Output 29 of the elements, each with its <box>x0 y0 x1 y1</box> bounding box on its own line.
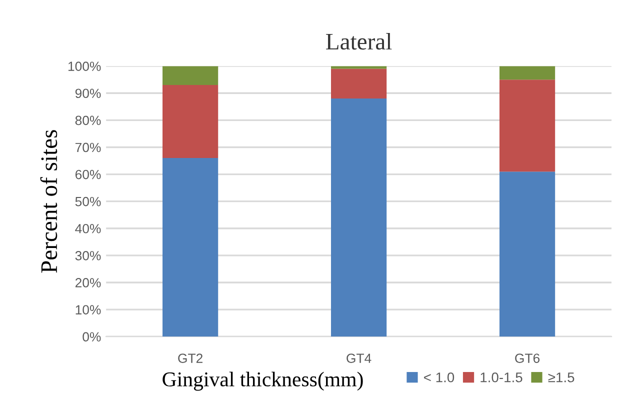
y-tick-label: 20% <box>75 278 101 288</box>
y-tick-label: 80% <box>75 116 101 126</box>
bar <box>499 172 556 337</box>
y-tick-label: 0% <box>82 332 101 342</box>
y-tick-label: 10% <box>76 305 101 314</box>
bar <box>331 68 387 99</box>
y-tick-label: 60% <box>75 170 101 180</box>
y-tick-label: 70% <box>75 142 101 152</box>
y-tick-label: 40% <box>75 224 101 234</box>
legend-label: < 1.0 <box>424 372 454 382</box>
y-tick-label: 30% <box>75 251 101 260</box>
bar <box>499 66 556 80</box>
y-axis-title: Percent of sites <box>40 130 58 273</box>
bar <box>162 158 218 337</box>
x-tick-label: GT4 <box>346 354 372 363</box>
legend-label: 1.0-1.5 <box>480 372 522 382</box>
bar <box>499 80 556 172</box>
x-tick-label: GT2 <box>178 354 202 363</box>
chart-title: Lateral <box>326 33 392 50</box>
bar <box>162 66 218 86</box>
bar <box>162 85 218 158</box>
y-tick-label: 90% <box>75 88 101 98</box>
bar <box>331 66 387 69</box>
legend-label: ≥1.5 <box>548 372 574 382</box>
bar <box>331 98 387 337</box>
x-axis-title: Gingival thickness(mm) <box>162 372 363 391</box>
x-tick-label: GT6 <box>515 354 540 363</box>
y-tick-label: 50% <box>75 196 101 206</box>
y-tick-label: 100% <box>68 62 101 71</box>
